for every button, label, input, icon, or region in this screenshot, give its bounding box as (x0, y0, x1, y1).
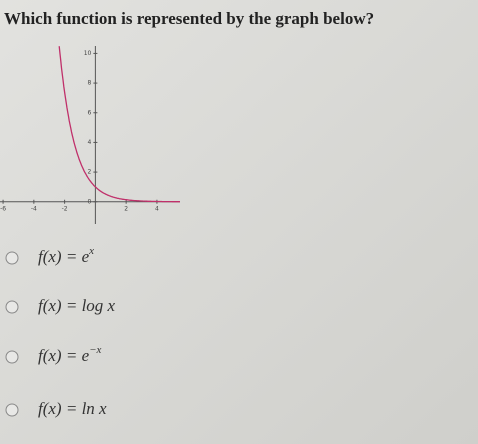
option-label[interactable]: f(x) = ex (38, 245, 94, 266)
x-tick-label: -4 (31, 205, 37, 212)
radio-button[interactable] (5, 251, 19, 265)
y-tick-label: 4 (88, 139, 92, 146)
radio-button[interactable] (5, 350, 19, 364)
y-tick-label: 10 (84, 50, 92, 57)
x-tick-label: -6 (0, 205, 6, 212)
option-label[interactable]: f(x) = e−x (38, 344, 102, 365)
options: f(x) = exf(x) = log xf(x) = e−xf(x) = ln… (5, 245, 116, 418)
option-text: f(x) = log x (38, 296, 116, 315)
option-text: f(x) = e (38, 247, 90, 266)
option-label[interactable]: f(x) = ln x (38, 399, 107, 418)
y-tick-label: 2 (88, 169, 92, 176)
option-label[interactable]: f(x) = log x (38, 296, 116, 315)
option-sup: −x (89, 344, 101, 356)
radio-button[interactable] (5, 300, 19, 314)
y-tick-label: 0 (88, 198, 92, 205)
option-text: f(x) = e (38, 346, 90, 365)
y-tick-label: 6 (88, 109, 92, 116)
option-text: f(x) = ln x (38, 399, 107, 418)
curve (58, 46, 180, 203)
x-tick-label: 4 (155, 205, 159, 212)
option-sup: x (88, 245, 94, 257)
y-tick-label: 8 (88, 80, 92, 87)
x-tick-label: 2 (124, 205, 128, 212)
radio-button[interactable] (5, 403, 19, 417)
graph: -6 -4 -2 2 4 0 2 4 6 8 10 (0, 46, 180, 224)
question: Which function is represented by the gra… (4, 9, 374, 28)
x-tick-label: -2 (62, 205, 68, 212)
